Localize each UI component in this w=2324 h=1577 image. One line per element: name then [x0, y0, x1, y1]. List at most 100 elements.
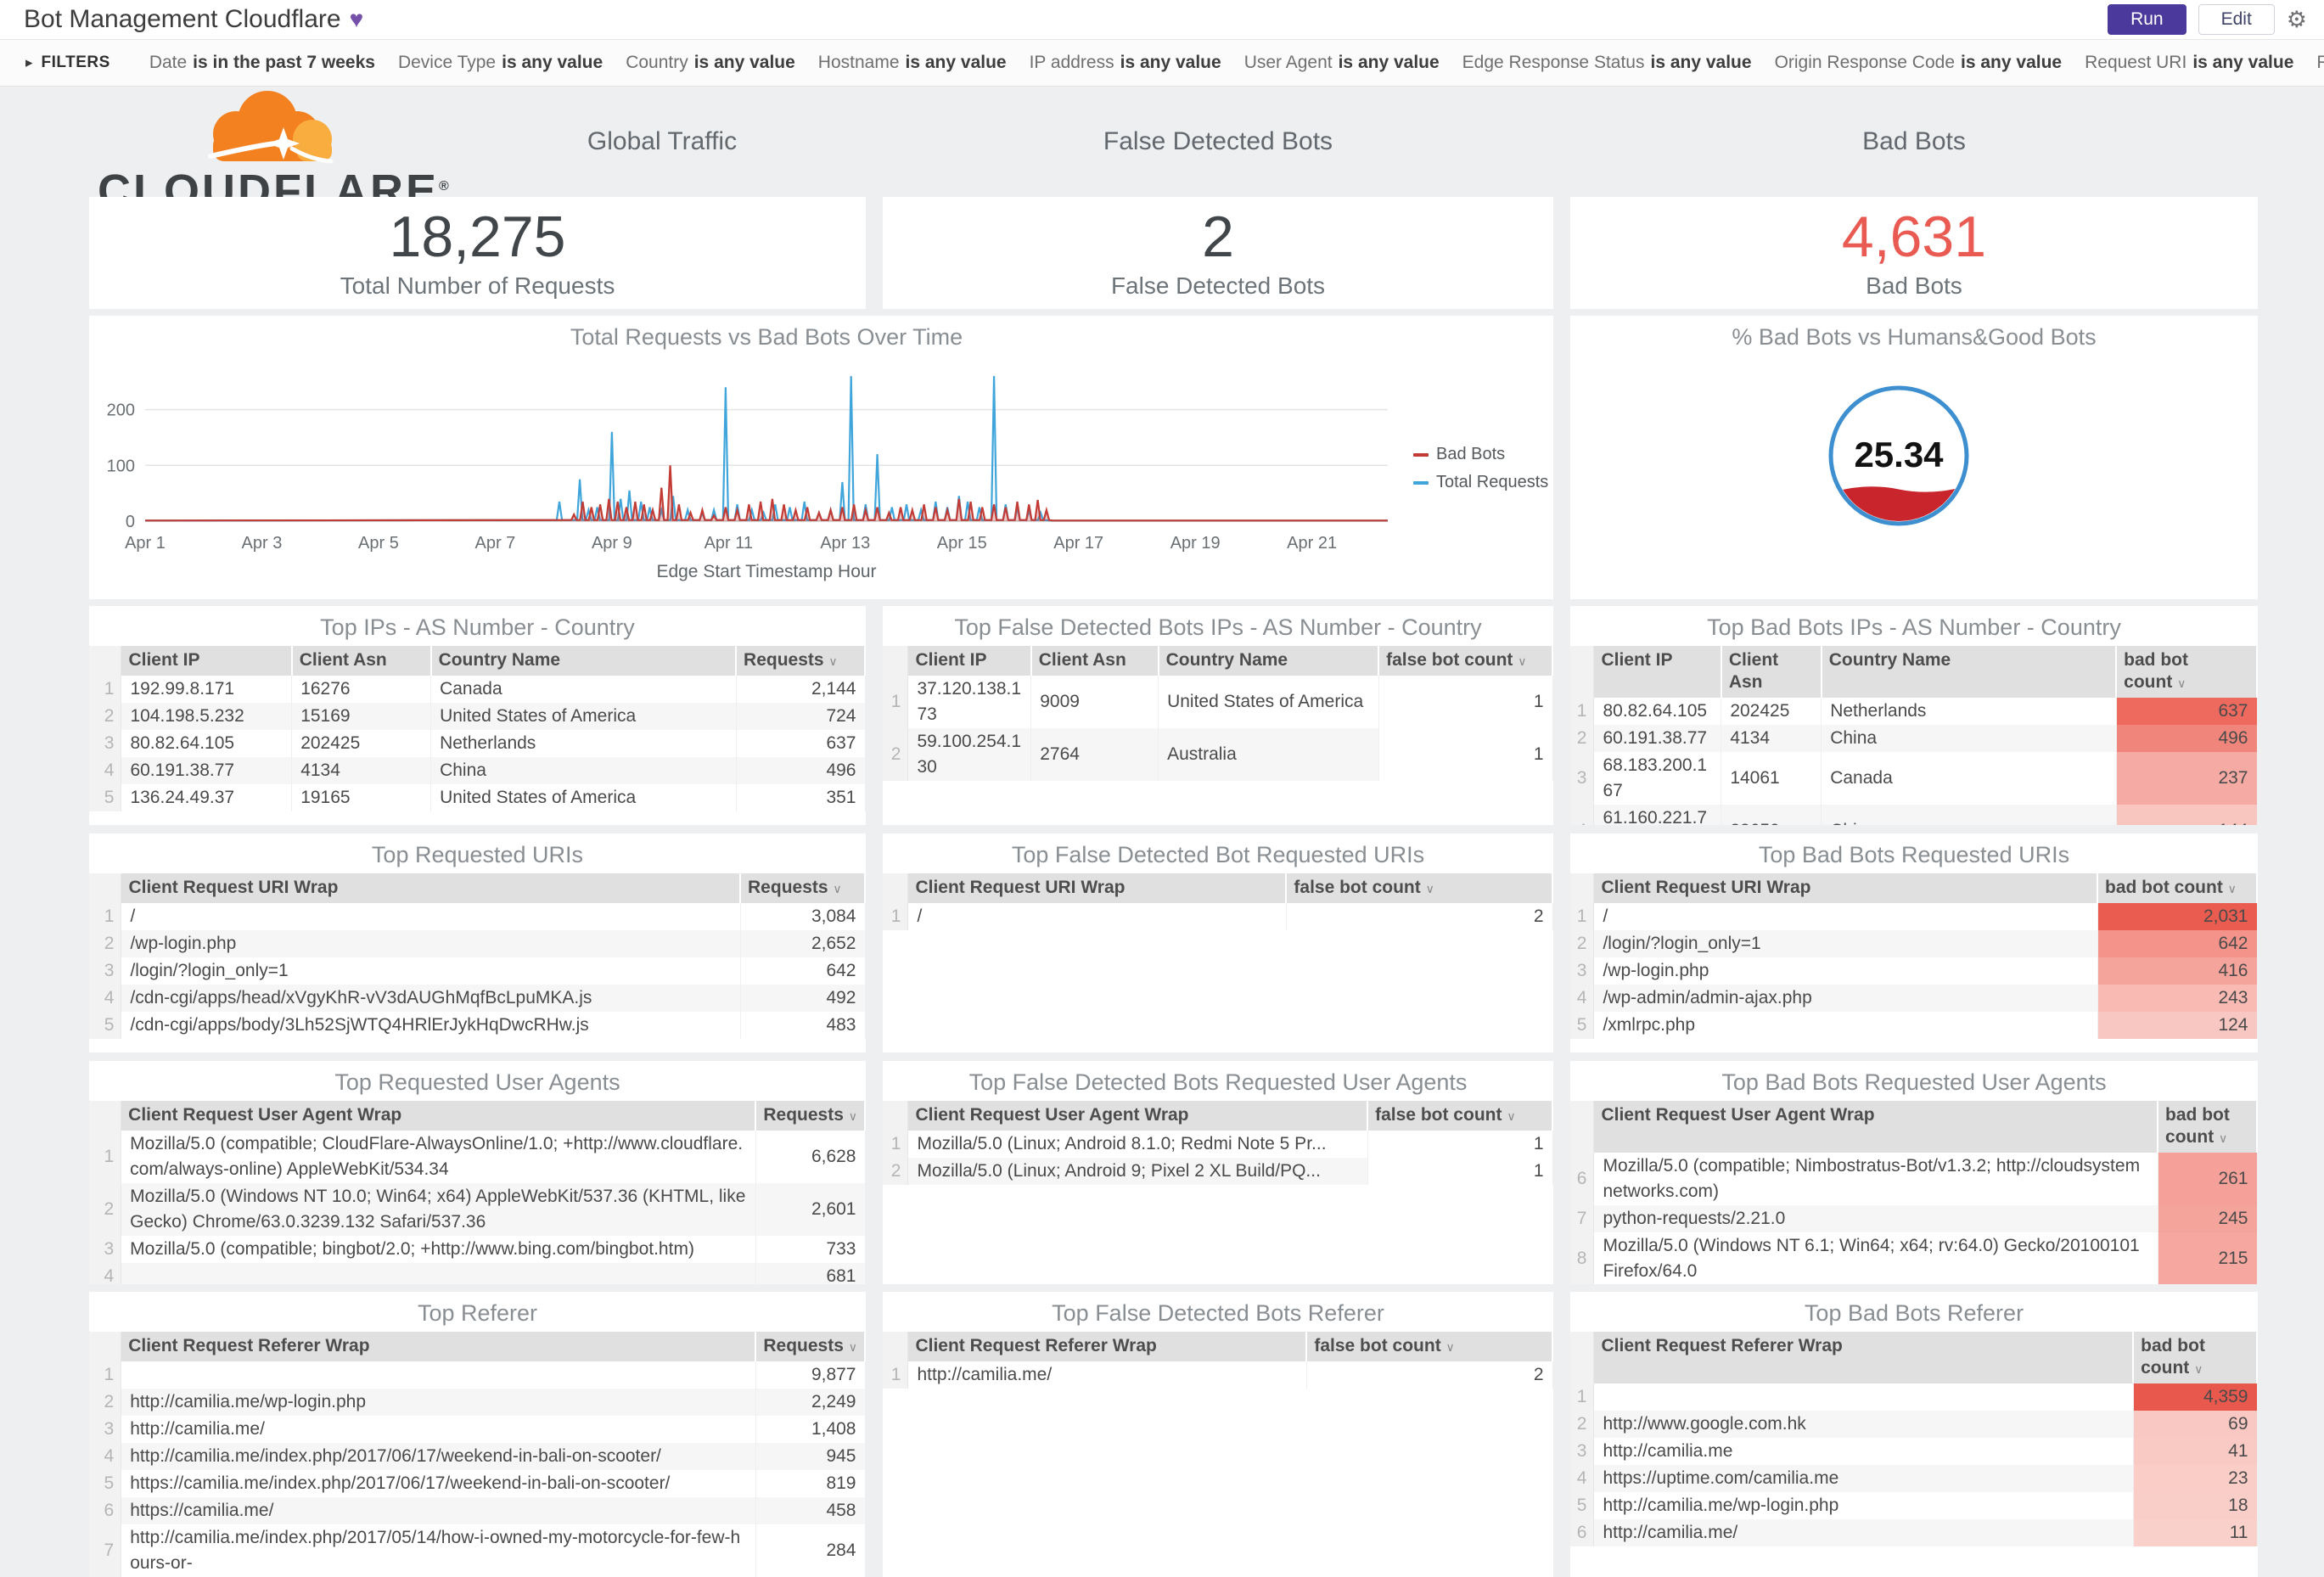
- table-row: 5 http://camilia.me/wp-login.php 18: [1570, 1492, 2258, 1519]
- column-header[interactable]: false bot count ∨: [1378, 646, 1553, 676]
- table-title: Top False Detected Bots Requested User A…: [968, 1069, 1468, 1095]
- edit-button[interactable]: Edit: [2198, 4, 2275, 35]
- column-header: Client Request Referer Wrap: [907, 1332, 1308, 1361]
- row-number: 3: [89, 1416, 122, 1443]
- filter-item[interactable]: Hostname is any value: [818, 53, 1007, 72]
- filter-item[interactable]: Device Type is any value: [398, 53, 603, 72]
- column-header[interactable]: Requests ∨: [736, 646, 866, 676]
- column-header[interactable]: Requests ∨: [740, 873, 866, 903]
- data-table: Client IP Client Asn Country Name bad bot cou…: [1570, 646, 2258, 825]
- filter-item[interactable]: Request URI is any value: [2085, 53, 2293, 72]
- table-cell: 2,652: [740, 930, 866, 957]
- cloudflare-logo: CLOUDFLARE®: [98, 85, 449, 214]
- table-row: 3/wp-login.php 416: [1570, 957, 2258, 985]
- data-table: Client Request User Agent Wrap Requests ∨…: [89, 1101, 866, 1284]
- table-row: 7 python-requests/2.21.0 245: [1570, 1205, 2258, 1232]
- row-number-header: [883, 646, 909, 676]
- table-row: 5 136.24.49.37 19165 United States of Ameri…: [89, 784, 866, 811]
- table-row: 4 60.191.38.77 4134 China 496: [89, 757, 866, 784]
- toolbar-actions: Run Edit ⚙: [2108, 4, 2307, 35]
- filter-item[interactable]: Country is any value: [626, 53, 795, 72]
- filter-field: RayID: [2316, 53, 2324, 72]
- table-cell: 11: [2133, 1519, 2258, 1546]
- legend-item[interactable]: Bad Bots: [1413, 445, 1548, 464]
- table-cell: 215: [2158, 1232, 2258, 1284]
- filter-item[interactable]: IP address is any value: [1030, 53, 1221, 72]
- row-number-header: [883, 873, 909, 903]
- column-header: Client IP: [121, 646, 293, 676]
- table-row: 7 http://camilia.me/index.php/2017/05/14/…: [89, 1524, 866, 1577]
- filter-item[interactable]: Origin Response Code is any value: [1775, 53, 2063, 72]
- table-row: 6 https://camilia.me/458: [89, 1497, 866, 1524]
- filter-item[interactable]: Edge Response Status is any value: [1462, 53, 1752, 72]
- column-header[interactable]: bad bot count ∨: [2158, 1101, 2258, 1153]
- table-cell: 9,877: [755, 1361, 866, 1389]
- table-header-row: Client Request User Agent Wrap false bot …: [883, 1101, 1553, 1131]
- table-cell: Mozilla/5.0 (Linux; Android 9; Pixel 2 X…: [907, 1158, 1368, 1185]
- table-cell: python-requests/2.21.0: [1593, 1205, 2158, 1232]
- table-cell: United States of America: [430, 784, 737, 811]
- table-title: Top Requested URIs: [371, 842, 584, 867]
- row-number: 3: [89, 957, 122, 985]
- table-cell: 1: [1367, 1158, 1553, 1185]
- column-header[interactable]: bad bot count ∨: [2133, 1332, 2258, 1383]
- filters-toggle[interactable]: ▸ FILTERS: [25, 53, 110, 72]
- table-cell: /login/?login_only=1: [121, 957, 741, 985]
- table-header-row: Client Request Referer Wrap false bot cou…: [883, 1332, 1553, 1361]
- sort-icon: ∨: [1518, 654, 1527, 668]
- column-header[interactable]: Requests ∨: [755, 1101, 866, 1131]
- table-row: 3 http://camilia.me 41: [1570, 1438, 2258, 1465]
- table-cell: http://camilia.me/wp-login.php: [1593, 1492, 2134, 1519]
- column-header[interactable]: Requests ∨: [755, 1332, 866, 1361]
- table-cell: 14061: [1721, 752, 1822, 805]
- filter-item[interactable]: Date is in the past 7 weeks: [149, 53, 375, 72]
- table-row: 3 Mozilla/5.0 (compatible; bingbot/2.0; +…: [89, 1236, 866, 1263]
- section-title-bad-bots: Bad Bots: [1862, 127, 1966, 155]
- filter-field: Device Type: [397, 52, 497, 72]
- timeseries-chart: 0 100 200 Apr 1 Apr 3 Apr 5 Apr 7 Apr 9 Apr 11 Ap…: [107, 376, 1388, 581]
- row-number-header: [89, 1101, 122, 1131]
- column-header: Country Name: [1158, 646, 1380, 676]
- column-header[interactable]: bad bot count ∨: [2097, 873, 2258, 903]
- table-cell: /: [907, 903, 1287, 930]
- table-cell: 23650: [1721, 805, 1822, 825]
- legend-swatch: [1413, 480, 1429, 485]
- svg-text:Edge Start Timestamp Hour: Edge Start Timestamp Hour: [656, 562, 876, 581]
- column-header[interactable]: false bot count ∨: [1286, 873, 1553, 903]
- filter-condition: is any value: [905, 52, 1007, 72]
- column-header[interactable]: bad bot count ∨: [2116, 646, 2258, 698]
- filter-field: Origin Response Code: [1774, 52, 1956, 72]
- table-cell: 4,359: [2133, 1383, 2258, 1411]
- column-header: Client Request User Agent Wrap: [1593, 1101, 2159, 1153]
- table-cell: /login/?login_only=1: [1593, 930, 2098, 957]
- table-row: 2 60.191.38.77 4134 China 496: [1570, 725, 2258, 752]
- run-button[interactable]: Run: [2108, 4, 2186, 35]
- filter-item[interactable]: User Agent is any value: [1244, 53, 1440, 72]
- gauge-title: % Bad Bots vs Humans&Good Bots: [1732, 324, 2097, 350]
- data-table: Client Request Referer Wrap bad bot count …: [1570, 1332, 2258, 1546]
- row-number: 1: [1570, 1383, 1595, 1411]
- filter-item[interactable]: RayIDis any value: [2316, 53, 2324, 72]
- row-number: 1: [89, 1361, 122, 1389]
- table-cell: 37.120.138.173: [907, 676, 1032, 728]
- table-header-row: Client Request URI Wrap Requests ∨: [89, 873, 866, 903]
- table-cell: 637: [736, 730, 866, 757]
- table-row: 1/2,031: [1570, 903, 2258, 930]
- legend-item[interactable]: Total Requests: [1413, 473, 1548, 492]
- table-cell: 6,628: [755, 1131, 866, 1183]
- column-header[interactable]: false bot count ∨: [1367, 1101, 1553, 1131]
- gear-icon[interactable]: ⚙: [2286, 7, 2307, 32]
- table-row: 2 Mozilla/5.0 (Windows NT 10.0; Win64; x6…: [89, 1183, 866, 1236]
- table-card-top-referer: Top Referer Client Request Referer Wrap Re…: [89, 1292, 866, 1577]
- row-number-header: [1570, 646, 1595, 698]
- table-cell: 284: [755, 1524, 866, 1577]
- svg-text:Apr 11: Apr 11: [704, 534, 753, 553]
- table-cell: 458: [755, 1497, 866, 1524]
- svg-text:Apr 19: Apr 19: [1170, 534, 1221, 553]
- gauge-card: % Bad Bots vs Humans&Good Bots 25.34: [1570, 316, 2258, 599]
- table-cell: 19165: [291, 784, 432, 811]
- timeseries-chart-card: Total Requests vs Bad Bots Over Time 0 10…: [89, 316, 1553, 599]
- table-header-row: Client Request Referer Wrap Requests ∨: [89, 1332, 866, 1361]
- column-header[interactable]: false bot count ∨: [1306, 1332, 1553, 1361]
- sort-icon: ∨: [1445, 1340, 1455, 1354]
